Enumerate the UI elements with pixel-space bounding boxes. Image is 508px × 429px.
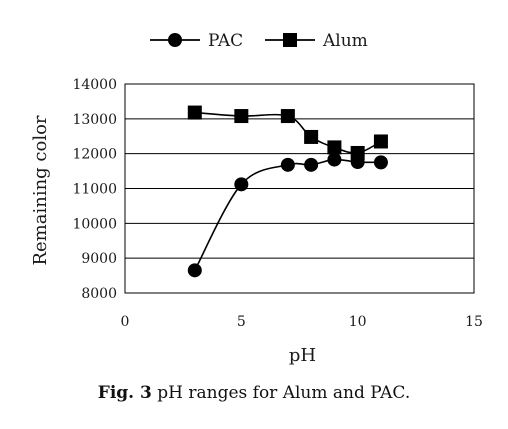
point-alum-2: [280, 109, 295, 124]
point-alum-4: [327, 140, 342, 155]
series-alum: [187, 105, 388, 160]
figure-caption: Fig. 3 pH ranges for Alum and PAC.: [0, 383, 508, 403]
x-tick-labels: 0 5 10 15: [121, 314, 483, 330]
point-alum-0: [187, 105, 202, 120]
x-tick-label-1: 5: [237, 314, 246, 330]
legend: PAC Alum: [150, 31, 368, 51]
chart: PAC Alum 8000 9000 10000 11000 12000 13000 1400…: [30, 31, 483, 366]
y-tick-label-3: 11000: [72, 182, 117, 198]
y-tick-label-5: 13000: [72, 112, 117, 128]
plot-frame: [124, 83, 475, 294]
series-line-pac: [194, 158, 381, 271]
point-alum-1: [234, 109, 249, 124]
legend-marker-pac: [168, 33, 182, 47]
point-pac-4: [327, 152, 342, 167]
point-alum-3: [304, 129, 319, 144]
y-axis-title: Remaining color: [30, 115, 51, 265]
x-axis-title: pH: [289, 345, 316, 366]
y-tick-labels: 8000 9000 10000 11000 12000 13000 14000: [72, 77, 117, 302]
point-pac-3: [304, 157, 319, 172]
point-pac-6: [373, 155, 388, 170]
x-tick-label-2: 10: [349, 314, 367, 330]
legend-label-pac: PAC: [208, 31, 243, 51]
series-pac: [187, 152, 388, 278]
legend-item-alum: Alum: [265, 31, 368, 51]
y-tick-label-6: 14000: [72, 77, 117, 93]
point-alum-6: [373, 134, 388, 149]
legend-item-pac: PAC: [150, 31, 243, 51]
y-tick-label-2: 10000: [72, 216, 117, 232]
point-pac-2: [280, 157, 295, 172]
gridlines: [125, 83, 474, 294]
y-tick-label-1: 9000: [81, 251, 117, 267]
point-pac-0: [187, 263, 202, 278]
series-layer: [187, 105, 388, 278]
figure-caption-label: Fig. 3: [97, 383, 152, 403]
point-alum-5: [350, 145, 365, 160]
legend-marker-alum: [283, 33, 297, 47]
y-tick-label-0: 8000: [81, 286, 117, 302]
point-pac-1: [234, 177, 249, 192]
x-tick-label-3: 15: [465, 314, 483, 330]
y-tick-label-4: 12000: [72, 147, 117, 163]
figure-caption-text: pH ranges for Alum and PAC.: [151, 383, 411, 403]
x-tick-label-0: 0: [121, 314, 130, 330]
legend-label-alum: Alum: [322, 31, 368, 51]
